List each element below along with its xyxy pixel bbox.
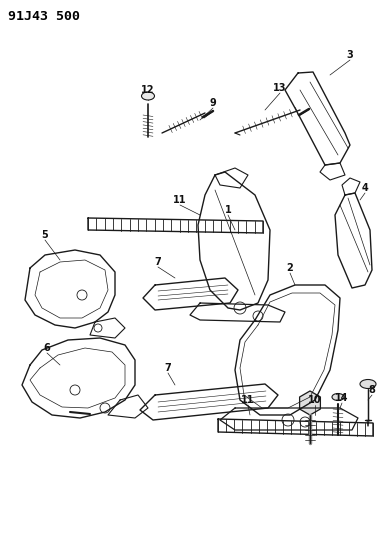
Text: 7: 7 [165, 363, 171, 373]
Text: 6: 6 [44, 343, 50, 353]
Text: 2: 2 [287, 263, 293, 273]
Text: 12: 12 [141, 85, 155, 95]
Text: 1: 1 [224, 205, 231, 215]
Text: 7: 7 [154, 257, 161, 267]
Polygon shape [300, 391, 320, 415]
Text: 91J43 500: 91J43 500 [8, 10, 80, 23]
Text: 8: 8 [369, 385, 375, 395]
Text: 4: 4 [362, 183, 368, 193]
Text: 9: 9 [210, 98, 216, 108]
Ellipse shape [142, 92, 154, 100]
Ellipse shape [332, 393, 344, 400]
Text: 3: 3 [347, 50, 353, 60]
Ellipse shape [360, 379, 376, 389]
Text: 5: 5 [41, 230, 48, 240]
Text: 11: 11 [241, 395, 255, 405]
Text: 13: 13 [273, 83, 287, 93]
Text: 11: 11 [173, 195, 187, 205]
Text: 10: 10 [308, 395, 322, 405]
Text: 14: 14 [335, 393, 349, 403]
